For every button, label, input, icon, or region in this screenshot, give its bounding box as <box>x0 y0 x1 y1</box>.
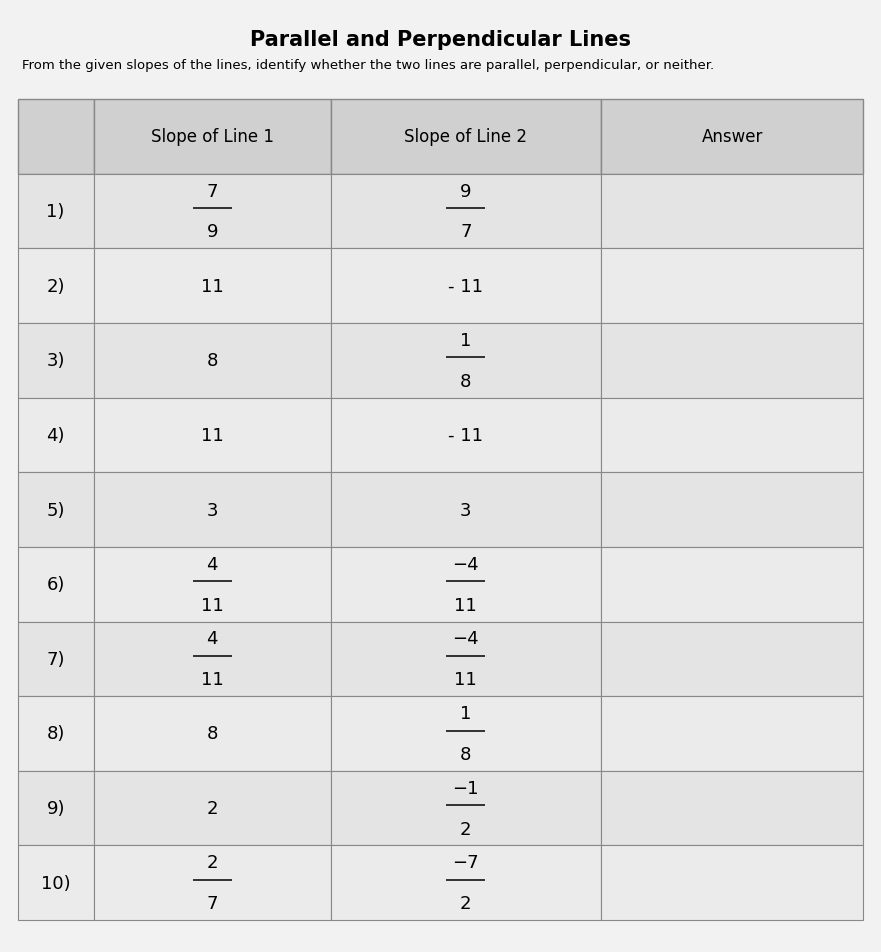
FancyBboxPatch shape <box>601 473 863 547</box>
Text: Slope of Line 1: Slope of Line 1 <box>151 129 274 147</box>
FancyBboxPatch shape <box>330 249 601 324</box>
FancyBboxPatch shape <box>93 100 330 174</box>
FancyBboxPatch shape <box>93 771 330 845</box>
Text: 11: 11 <box>455 670 478 688</box>
Text: −4: −4 <box>453 630 479 647</box>
FancyBboxPatch shape <box>330 100 601 174</box>
Text: 1: 1 <box>460 704 471 723</box>
FancyBboxPatch shape <box>93 622 330 697</box>
Text: - 11: - 11 <box>448 426 484 445</box>
FancyBboxPatch shape <box>330 697 601 771</box>
Text: 7: 7 <box>206 894 218 912</box>
FancyBboxPatch shape <box>330 174 601 249</box>
Text: 3): 3) <box>47 352 65 370</box>
Text: 8: 8 <box>460 372 471 390</box>
Text: 2): 2) <box>47 277 65 295</box>
Text: 8): 8) <box>47 724 65 743</box>
FancyBboxPatch shape <box>18 771 93 845</box>
Text: 7: 7 <box>460 223 471 241</box>
FancyBboxPatch shape <box>93 249 330 324</box>
Text: 11: 11 <box>455 596 478 614</box>
FancyBboxPatch shape <box>93 324 330 398</box>
Text: 2: 2 <box>460 820 471 838</box>
FancyBboxPatch shape <box>330 324 601 398</box>
FancyBboxPatch shape <box>601 398 863 473</box>
FancyBboxPatch shape <box>93 174 330 249</box>
Text: 11: 11 <box>201 670 224 688</box>
FancyBboxPatch shape <box>18 174 93 249</box>
Text: 3: 3 <box>460 501 471 519</box>
Text: 8: 8 <box>206 352 218 370</box>
FancyBboxPatch shape <box>330 845 601 921</box>
FancyBboxPatch shape <box>18 547 93 622</box>
FancyBboxPatch shape <box>601 771 863 845</box>
Text: 7): 7) <box>47 650 65 668</box>
FancyBboxPatch shape <box>18 100 93 174</box>
FancyBboxPatch shape <box>18 845 93 921</box>
FancyBboxPatch shape <box>601 547 863 622</box>
Text: 5): 5) <box>47 501 65 519</box>
FancyBboxPatch shape <box>18 622 93 697</box>
Text: 9: 9 <box>206 223 218 241</box>
FancyBboxPatch shape <box>93 473 330 547</box>
FancyBboxPatch shape <box>18 398 93 473</box>
Text: 9: 9 <box>460 183 471 200</box>
Text: 1: 1 <box>460 331 471 349</box>
Text: 2: 2 <box>206 853 218 871</box>
FancyBboxPatch shape <box>18 697 93 771</box>
FancyBboxPatch shape <box>330 547 601 622</box>
FancyBboxPatch shape <box>330 473 601 547</box>
Text: Slope of Line 2: Slope of Line 2 <box>404 129 528 147</box>
Text: 4): 4) <box>47 426 65 445</box>
Text: 2: 2 <box>206 800 218 817</box>
Text: 1): 1) <box>47 203 65 221</box>
FancyBboxPatch shape <box>93 547 330 622</box>
Text: 7: 7 <box>206 183 218 200</box>
Text: 8: 8 <box>460 745 471 764</box>
FancyBboxPatch shape <box>18 324 93 398</box>
Text: 11: 11 <box>201 596 224 614</box>
Text: 3: 3 <box>206 501 218 519</box>
Text: Answer: Answer <box>701 129 763 147</box>
FancyBboxPatch shape <box>330 622 601 697</box>
FancyBboxPatch shape <box>601 174 863 249</box>
Text: Parallel and Perpendicular Lines: Parallel and Perpendicular Lines <box>250 30 631 50</box>
FancyBboxPatch shape <box>601 100 863 174</box>
Text: 8: 8 <box>206 724 218 743</box>
FancyBboxPatch shape <box>601 845 863 921</box>
Text: −4: −4 <box>453 555 479 573</box>
FancyBboxPatch shape <box>18 249 93 324</box>
Text: 6): 6) <box>47 576 65 594</box>
FancyBboxPatch shape <box>601 324 863 398</box>
Text: - 11: - 11 <box>448 277 484 295</box>
FancyBboxPatch shape <box>93 697 330 771</box>
Text: −1: −1 <box>453 779 479 797</box>
Text: 4: 4 <box>206 555 218 573</box>
FancyBboxPatch shape <box>601 697 863 771</box>
Text: From the given slopes of the lines, identify whether the two lines are parallel,: From the given slopes of the lines, iden… <box>22 59 714 72</box>
Text: 11: 11 <box>201 426 224 445</box>
Text: 11: 11 <box>201 277 224 295</box>
Text: 4: 4 <box>206 630 218 647</box>
Text: 2: 2 <box>460 894 471 912</box>
Text: 9): 9) <box>47 800 65 817</box>
FancyBboxPatch shape <box>93 398 330 473</box>
FancyBboxPatch shape <box>601 622 863 697</box>
FancyBboxPatch shape <box>93 845 330 921</box>
FancyBboxPatch shape <box>18 473 93 547</box>
Text: −7: −7 <box>453 853 479 871</box>
FancyBboxPatch shape <box>330 771 601 845</box>
FancyBboxPatch shape <box>601 249 863 324</box>
Text: 10): 10) <box>41 874 70 892</box>
FancyBboxPatch shape <box>330 398 601 473</box>
